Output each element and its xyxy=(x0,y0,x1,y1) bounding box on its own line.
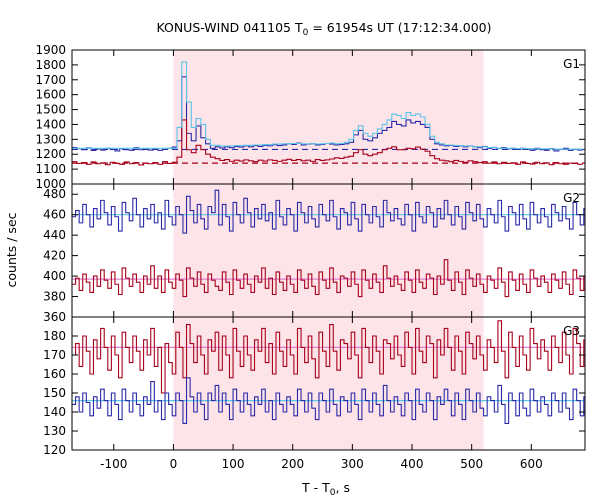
panel-g3-series-blue xyxy=(72,377,585,424)
panel-g3-frame xyxy=(71,316,586,451)
panel-g2-plot xyxy=(72,189,585,298)
x-tick-label: 400 xyxy=(401,457,424,471)
x-tick-label: 200 xyxy=(281,457,304,471)
x-tick-label: 100 xyxy=(222,457,245,471)
y-tick-label: 1600 xyxy=(35,88,66,102)
y-tick-label: 160 xyxy=(43,367,66,381)
panel-g1-series-red xyxy=(72,119,583,166)
x-tick-label: 300 xyxy=(341,457,364,471)
panel-g1-series-lightblue xyxy=(72,61,583,150)
y-tick-label: 1400 xyxy=(35,117,66,131)
y-tick-label: 460 xyxy=(43,208,66,222)
panel-label-g1: G1 xyxy=(563,57,580,71)
y-tick-label: 1000 xyxy=(35,177,66,191)
y-tick-label: 480 xyxy=(43,187,66,201)
panel-g2-series-red xyxy=(72,259,585,298)
y-tick-label: 360 xyxy=(43,310,66,324)
x-tick-label: 0 xyxy=(170,457,178,471)
y-tick-label: 1900 xyxy=(35,43,66,57)
y-axis-label: counts / sec xyxy=(4,212,19,287)
panel-label-g2: G2 xyxy=(563,191,580,205)
y-tick-label: 130 xyxy=(43,424,66,438)
y-tick-label: 1100 xyxy=(35,162,66,176)
y-tick-label: 170 xyxy=(43,348,66,362)
y-tick-label: 1500 xyxy=(35,103,66,117)
burst-interval-band xyxy=(173,50,484,450)
y-tick-label: 380 xyxy=(43,290,66,304)
y-tick-label: 1700 xyxy=(35,73,66,87)
panel-g3-series-red xyxy=(72,320,585,394)
y-tick-label: 120 xyxy=(43,443,66,457)
y-tick-label: 150 xyxy=(43,386,66,400)
y-tick-label: 1200 xyxy=(35,147,66,161)
y-tick-label: 180 xyxy=(43,329,66,343)
panel-g3-plot xyxy=(72,320,585,424)
y-tick-label: 400 xyxy=(43,269,66,283)
y-tick-label: 1800 xyxy=(35,58,66,72)
y-tick-label: 140 xyxy=(43,405,66,419)
x-tick-label: 600 xyxy=(520,457,543,471)
y-tick-label: 1300 xyxy=(35,132,66,146)
x-tick-label: -100 xyxy=(100,457,127,471)
x-tick-label: 500 xyxy=(460,457,483,471)
x-axis-label: T - T0, s xyxy=(301,480,350,498)
y-tick-label: 440 xyxy=(43,228,66,242)
chart-title: KONUS-WIND 041105 T0 = 61954s UT (17:12:… xyxy=(156,20,491,38)
y-tick-label: 420 xyxy=(43,249,66,263)
panel-g2-series-blue xyxy=(72,189,585,234)
panel-g1-plot xyxy=(72,61,585,166)
panel-label-g3: G3 xyxy=(563,324,580,338)
